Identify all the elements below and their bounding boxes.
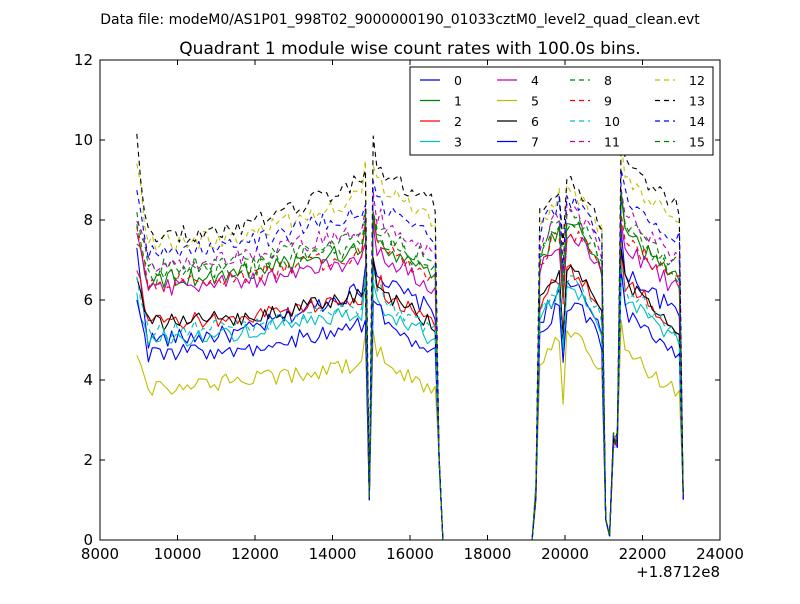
- axes-layer: 8000 10000 12000 14000 16000 18000 20000 22000 2…: [74, 51, 744, 563]
- legend-label-6: 6: [531, 114, 539, 129]
- legend-label-13: 13: [689, 94, 705, 109]
- legend-label-2: 2: [454, 114, 462, 129]
- y-tick-label: 8: [83, 211, 93, 229]
- x-tick-label: 12000: [231, 545, 279, 563]
- legend-label-0: 0: [454, 73, 462, 88]
- series-line-9: [136, 211, 684, 541]
- y-tick-label: 12: [74, 51, 93, 69]
- legend-label-11: 11: [604, 135, 620, 150]
- x-tick-label: 8000: [81, 545, 119, 563]
- legend-label-5: 5: [531, 94, 539, 109]
- x-tick-label: 14000: [309, 545, 357, 563]
- chart-supertitle: Data file: modeM0/AS1P01_998T02_90000001…: [100, 12, 700, 28]
- x-tick-label: 24000: [696, 545, 744, 563]
- y-tick-label: 2: [83, 451, 93, 469]
- legend-label-4: 4: [531, 73, 539, 88]
- legend-label-14: 14: [689, 114, 705, 129]
- y-tick-label: 10: [74, 131, 93, 149]
- legend-label-15: 15: [689, 135, 705, 150]
- series-line-14: [136, 169, 684, 541]
- x-tick-label: 18000: [464, 545, 512, 563]
- series-line-6: [136, 249, 684, 541]
- series-line-11: [136, 188, 684, 541]
- x-tick-label: 22000: [619, 545, 667, 563]
- y-tick-label: 0: [83, 531, 93, 549]
- series-line-13: [136, 133, 684, 541]
- legend-label-10: 10: [604, 114, 620, 129]
- y-tick-label: 4: [83, 371, 93, 389]
- series-line-3: [136, 268, 684, 541]
- x-axis-offset-label: +1.8712e8: [636, 563, 720, 581]
- legend-label-3: 3: [454, 135, 462, 150]
- legend-frame: [409, 66, 714, 156]
- chart-title: Quadrant 1 module wise count rates with …: [179, 39, 640, 59]
- legend-label-8: 8: [604, 73, 612, 88]
- series-layer: [136, 133, 684, 541]
- y-tick-label: 6: [83, 291, 93, 309]
- x-tick-label: 20000: [541, 545, 589, 563]
- legend-label-9: 9: [604, 94, 612, 109]
- legend-label-7: 7: [531, 135, 539, 150]
- x-tick-label: 10000: [154, 545, 202, 563]
- series-line-10: [136, 265, 684, 541]
- series-line-5: [136, 319, 684, 541]
- series-line-4: [136, 222, 684, 541]
- series-line-7: [136, 270, 684, 541]
- legend-label-12: 12: [689, 73, 705, 88]
- series-line-15: [136, 192, 684, 541]
- legend-label-1: 1: [454, 94, 462, 109]
- x-tick-label: 16000: [386, 545, 434, 563]
